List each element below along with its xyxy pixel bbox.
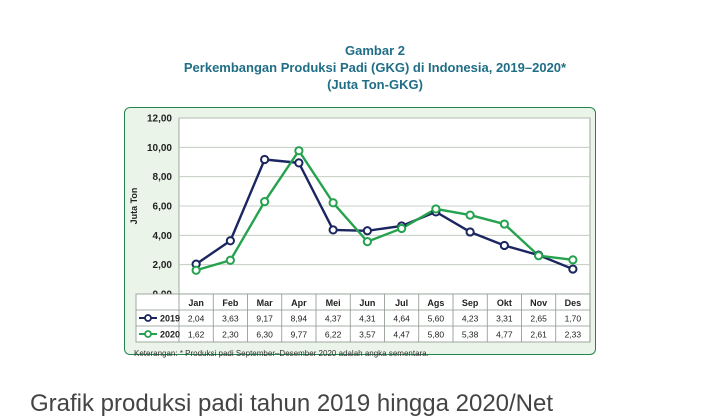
data-table — [135, 293, 591, 343]
table-value: 3,63 — [222, 314, 239, 324]
table-value: 2,65 — [530, 314, 547, 324]
data-point — [191, 265, 201, 275]
data-point — [431, 204, 441, 214]
table-value: 4,77 — [496, 330, 513, 340]
data-point — [568, 264, 578, 274]
x-tick-label: Mar — [257, 298, 274, 308]
data-point — [294, 158, 304, 168]
table-value: 5,80 — [428, 330, 445, 340]
x-tick-label: Apr — [291, 298, 307, 308]
data-point — [260, 197, 270, 207]
table-value: 6,22 — [325, 330, 342, 340]
table-value: 9,77 — [291, 330, 308, 340]
data-point — [328, 225, 338, 235]
table-value: 5,60 — [428, 314, 445, 324]
table-value: 1,70 — [565, 314, 582, 324]
y-tick-label: 10,00 — [147, 143, 172, 154]
figure-title: Perkembangan Produksi Padi (GKG) di Indo… — [183, 60, 567, 75]
y-axis-label: Juta Ton — [129, 188, 139, 225]
figure-number: Gambar 2 — [345, 43, 405, 58]
x-tick-label: Nov — [530, 298, 547, 308]
legend-marker — [144, 314, 152, 322]
y-tick-label: 4,00 — [153, 231, 173, 242]
y-tick-label: 6,00 — [153, 202, 173, 213]
data-point — [225, 236, 235, 246]
table-value: 2,33 — [565, 330, 582, 340]
legend-marker — [144, 330, 152, 338]
x-tick-label: Mei — [326, 298, 341, 308]
data-point — [260, 154, 270, 165]
figure-unit: (Juta Ton-GKG) — [327, 77, 423, 92]
data-point — [465, 210, 475, 220]
x-tick-label: Okt — [497, 298, 512, 308]
table-value: 6,30 — [256, 330, 273, 340]
table-value: 4,64 — [393, 314, 410, 324]
legend-label: 2019 — [160, 314, 180, 324]
series-line-2020 — [195, 149, 574, 272]
x-tick-label: Jul — [395, 298, 408, 308]
table-value: 4,31 — [359, 314, 376, 324]
table-value: 3,31 — [496, 314, 513, 324]
y-tick-label: 2,00 — [153, 260, 173, 271]
x-tick-label: Sep — [462, 298, 479, 308]
data-point — [362, 226, 372, 236]
data-point — [225, 255, 235, 265]
data-point — [499, 240, 509, 251]
data-point — [465, 227, 475, 237]
image-caption: Grafik produksi padi tahun 2019 hingga 2… — [30, 390, 554, 417]
x-tick-label: Ags — [427, 298, 444, 308]
table-value: 5,38 — [462, 330, 479, 340]
x-tick-label: Feb — [222, 298, 239, 308]
footnote: Keterangan: * Produksi padi September–De… — [134, 349, 429, 358]
data-point — [362, 237, 372, 247]
table-value: 2,61 — [530, 330, 547, 340]
y-tick-label: 8,00 — [153, 172, 173, 183]
table-value: 3,57 — [359, 330, 376, 340]
data-point — [568, 255, 578, 265]
data-point — [294, 146, 304, 156]
table-value: 1,62 — [188, 330, 205, 340]
table-value: 4,23 — [462, 314, 479, 324]
x-tick-label: Jun — [359, 298, 375, 308]
table-value: 9,17 — [256, 314, 273, 324]
table-value: 4,37 — [325, 314, 342, 324]
table-value: 2,04 — [188, 314, 205, 324]
data-point — [534, 251, 544, 261]
table-value: 2,30 — [222, 330, 239, 340]
x-tick-label: Jan — [188, 298, 204, 308]
data-point — [499, 219, 509, 229]
x-tick-label: Des — [565, 298, 582, 308]
data-point — [328, 198, 338, 208]
table-value: 4,47 — [393, 330, 410, 340]
legend-label: 2020 — [160, 330, 180, 340]
y-tick-label: 12,00 — [147, 114, 172, 125]
data-point — [397, 223, 407, 234]
series-line-2019 — [195, 158, 574, 271]
chart-title: Gambar 2 Perkembangan Produksi Padi (GKG… — [0, 42, 720, 93]
table-value: 8,94 — [291, 314, 308, 324]
